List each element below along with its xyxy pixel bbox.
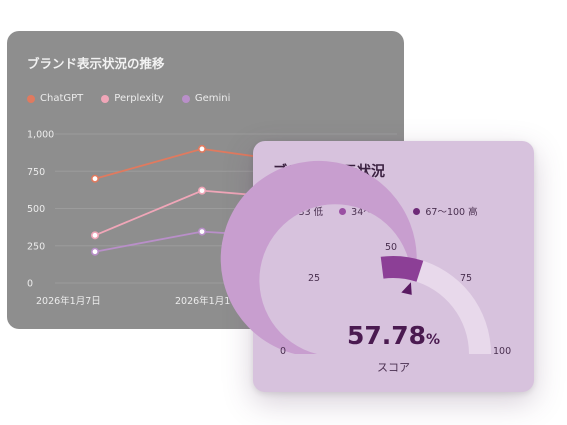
- data-point-gemini: [198, 227, 207, 236]
- gauge-remaining-arc: [411, 258, 491, 354]
- gauge-fill-arc: [220, 160, 417, 354]
- legend-dot-perplexity: [101, 94, 110, 103]
- y-tick-label: 750: [27, 167, 45, 178]
- gauge-legend-high: 67〜100 高: [413, 204, 478, 218]
- y-tick-label: 250: [27, 241, 45, 252]
- score-unit: %: [426, 332, 441, 348]
- legend-label-chatgpt: ChatGPT: [40, 93, 84, 104]
- gauge-tick-100: 100: [493, 346, 512, 357]
- gauge-legend-mid-dot: [339, 207, 347, 215]
- legend-item-chatgpt[interactable]: ChatGPT: [27, 93, 83, 104]
- gauge-legend-high-label: 67〜100 高: [425, 207, 478, 218]
- data-point-chatgpt: [91, 174, 100, 183]
- score-value: 57.78: [346, 321, 427, 350]
- y-tick-label: 500: [27, 204, 45, 215]
- legend-label-gemini: Gemini: [194, 93, 231, 104]
- data-point-perplexity: [91, 231, 100, 240]
- legend-item-perplexity[interactable]: Perplexity: [101, 93, 164, 104]
- data-point-perplexity: [198, 186, 207, 195]
- legend-item-gemini[interactable]: Gemini: [181, 93, 231, 104]
- gauge-tick-0: 0: [280, 346, 287, 357]
- x-tick-label: 2026年1月7日: [36, 295, 101, 307]
- score-gauge: [220, 160, 491, 354]
- gauge-needle-icon: [401, 282, 412, 295]
- y-tick-label: 1,000: [27, 130, 54, 141]
- y-tick-label: 0: [27, 279, 33, 290]
- brand-visibility-gauge-card: ブランド表示状況 0〜33 低 34〜66 中 67〜100 高 0 25 50…: [220, 141, 534, 392]
- data-point-gemini: [91, 247, 100, 256]
- gauge-legend-low-label: 0〜33 低: [283, 207, 324, 218]
- gauge-tick-50: 50: [385, 242, 398, 253]
- trend-chart-title: ブランド表示状況の推移: [27, 56, 165, 71]
- gauge-tick-75: 75: [460, 273, 473, 284]
- gauge-tick-25: 25: [308, 273, 321, 284]
- data-point-chatgpt: [198, 144, 207, 153]
- gauge-legend-high-dot: [413, 207, 421, 215]
- legend-dot-chatgpt: [27, 94, 35, 103]
- score-label: スコア: [377, 361, 410, 374]
- legend-dot-gemini: [181, 94, 190, 103]
- x-tick-label: 2026年1月17日: [175, 295, 246, 307]
- score-readout: 57.78%: [253, 321, 534, 350]
- gauge-highlight-segment: [380, 256, 424, 282]
- trend-legend: ChatGPT Perplexity Gemini: [27, 93, 230, 104]
- legend-label-perplexity: Perplexity: [114, 93, 164, 104]
